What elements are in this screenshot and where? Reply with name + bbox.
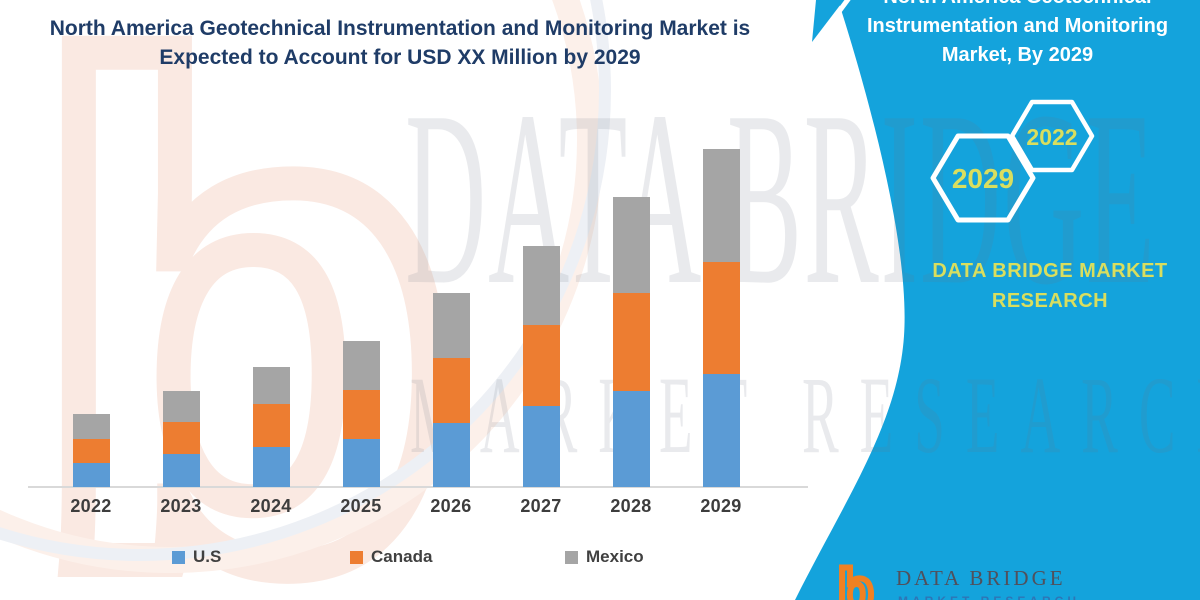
bar-segment-canada-2025 — [342, 390, 380, 439]
x-axis-label-2029: 2029 — [700, 496, 742, 516]
bar-segment-canada-2028 — [612, 293, 650, 391]
bar-segment-mexico-2022 — [72, 414, 110, 439]
page-title-line1: North America Geotechnical Instrumentati… — [49, 17, 751, 40]
footer-logo-icon: b — [835, 555, 876, 600]
x-axis-label-2027: 2027 — [520, 496, 562, 516]
bar-segment-canada-2027 — [522, 325, 560, 406]
legend-swatch-us — [172, 550, 185, 564]
panel-brand-line2: RESEARCH — [991, 290, 1109, 312]
bar-segment-canada-2024 — [252, 404, 290, 447]
legend-item-us: U.S — [172, 547, 221, 567]
legend-item-canada: Canada — [350, 547, 432, 567]
legend-label: Canada — [371, 547, 433, 566]
bar-segment-us-2025 — [342, 439, 380, 487]
x-axis-label-2022: 2022 — [70, 496, 112, 516]
x-axis-label-2025: 2025 — [340, 496, 382, 516]
bar-segment-us-2028 — [612, 391, 650, 487]
bar-segment-canada-2022 — [72, 439, 110, 463]
panel-brand-text: DATA BRIDGE MARKET RESEARCH — [900, 256, 1200, 316]
side-panel-title-line2: Instrumentation and Monitoring — [866, 15, 1169, 37]
bar-segment-mexico-2024 — [252, 367, 290, 404]
legend-label: Mexico — [586, 547, 644, 566]
bar-segment-mexico-2027 — [522, 246, 560, 325]
bar-segment-us-2029 — [702, 374, 740, 487]
footer-logo-subtext: MARKET RESEARCH — [898, 594, 1080, 600]
legend-label: U.S — [193, 547, 222, 566]
bar-segment-us-2026 — [432, 423, 470, 487]
legend-item-mexico: Mexico — [565, 547, 644, 567]
side-panel-title-line3: Market, By 2029 — [941, 44, 1094, 66]
bar-segment-mexico-2029 — [702, 149, 740, 262]
x-axis-label-2024: 2024 — [250, 496, 292, 516]
bar-segment-us-2027 — [522, 406, 560, 487]
panel-brand-line1: DATA BRIDGE MARKET — [932, 260, 1168, 282]
bar-segment-us-2024 — [252, 447, 290, 487]
bar-segment-canada-2026 — [432, 358, 470, 423]
side-panel-title-line1: North America Geotechnical — [845, 0, 1190, 12]
x-axis-line — [28, 486, 808, 488]
legend-swatch-mexico — [565, 550, 578, 564]
bar-segment-mexico-2026 — [432, 293, 470, 358]
bar-segment-mexico-2023 — [162, 391, 200, 422]
page-title: North America Geotechnical Instrumentati… — [30, 14, 770, 72]
footer-logo-wordmark: DATA BRIDGE — [896, 566, 1066, 590]
bar-segment-mexico-2028 — [612, 197, 650, 293]
x-axis-label-2023: 2023 — [160, 496, 202, 516]
bar-segment-mexico-2025 — [342, 341, 380, 390]
legend-swatch-canada — [350, 550, 363, 564]
bar-segment-us-2022 — [72, 463, 110, 487]
x-axis-label-2028: 2028 — [610, 496, 652, 516]
bar-segment-canada-2029 — [702, 262, 740, 374]
bar-segment-us-2023 — [162, 454, 200, 487]
side-panel-title: North America Geotechnical Instrumentati… — [845, 0, 1190, 70]
x-axis-label-2026: 2026 — [430, 496, 472, 516]
bar-segment-canada-2023 — [162, 422, 200, 454]
svg-text:b: b — [838, 558, 873, 600]
page-title-line2: Expected to Account for USD XX Million b… — [159, 46, 641, 69]
